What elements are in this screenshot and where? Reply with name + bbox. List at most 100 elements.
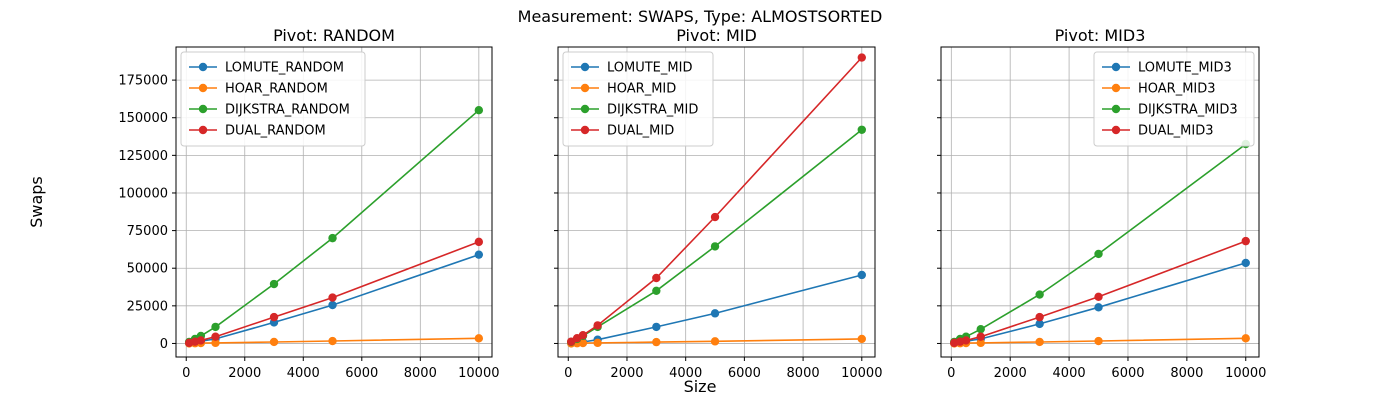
data-point (1035, 337, 1044, 347)
data-point (976, 324, 985, 334)
figure-ylabel: Swaps (27, 176, 46, 228)
data-point (1241, 236, 1250, 246)
data-point (976, 338, 985, 348)
series-hoar (950, 334, 1250, 348)
data-point (857, 270, 866, 280)
axes-frame (557, 46, 876, 358)
chart-title: Pivot: MID (676, 26, 757, 45)
legend-swatch-marker (198, 104, 208, 114)
data-point (211, 322, 220, 332)
x-tick-label: 0 (947, 366, 955, 381)
data-point (652, 286, 661, 295)
axes-frame (940, 46, 1260, 358)
legend: LOMUTE_MID HOAR_MID DIJKSTRA_MID DUAL_MID (562, 51, 714, 147)
data-point (1094, 336, 1103, 346)
data-point (710, 242, 720, 251)
legend-box (562, 51, 714, 147)
x-tick-label: 8000 (1170, 366, 1203, 381)
x-tick-label: 4000 (287, 366, 320, 381)
x-tick-label: 2000 (610, 366, 643, 381)
y-tick-label: 150000 (118, 111, 168, 126)
data-point (593, 321, 602, 330)
data-point (328, 336, 337, 346)
legend-swatch-marker (580, 125, 590, 135)
legend-label: DIJKSTRA_MID (607, 103, 698, 118)
series-line (953, 143, 1247, 343)
legend-swatch-marker (198, 62, 208, 72)
legend-label: DUAL_RANDOM (225, 124, 326, 139)
data-point (1094, 292, 1103, 302)
data-point (710, 337, 720, 346)
x-tick-label: 6000 (345, 366, 378, 381)
series-lomute (950, 258, 1250, 348)
legend-swatch-marker (198, 125, 208, 135)
legend-label: LOMUTE_MID (607, 61, 692, 76)
legend-box (1093, 51, 1255, 147)
x-tick-label: 10000 (1225, 366, 1266, 381)
data-point (211, 338, 220, 348)
data-point (211, 332, 220, 341)
legend-swatch-marker (1111, 62, 1121, 72)
data-point (710, 309, 720, 318)
data-point (578, 338, 588, 348)
data-point (269, 337, 279, 347)
y-tick-label: 50000 (127, 262, 168, 277)
data-point (474, 334, 484, 343)
x-tick-label: 4000 (1053, 366, 1086, 381)
legend-swatch-marker (580, 83, 590, 93)
data-point (857, 53, 866, 62)
figure-suptitle: Measurement: SWAPS, Type: ALMOSTSORTED (518, 7, 883, 26)
legend-label: HOAR_RANDOM (225, 82, 328, 97)
data-point (652, 273, 661, 283)
data-point (269, 312, 279, 322)
legend-label: LOMUTE_RANDOM (225, 61, 344, 76)
x-tick-label: 8000 (787, 366, 820, 381)
legend: LOMUTE_MID3 HOAR_MID3 DIJKSTRA_MID3 DUAL_MI… (1093, 51, 1255, 147)
x-tick-label: 2000 (994, 366, 1027, 381)
data-point (976, 332, 985, 341)
data-point (1241, 334, 1250, 343)
legend-swatch-marker (580, 62, 590, 72)
x-tick-label: 8000 (404, 366, 437, 381)
y-tick-label: 175000 (118, 74, 168, 89)
data-point (1035, 319, 1044, 329)
data-point (328, 293, 337, 302)
legend: LOMUTE_RANDOM HOAR_RANDOM DIJKSTRA_RANDOM D… (180, 51, 366, 147)
data-point (578, 330, 588, 340)
data-point (328, 233, 337, 243)
legend-label: HOAR_MID (607, 82, 676, 97)
chart-panel-2: Pivot: MID 0 2000 4000 6000 8000 10000 LOMUTE_M… (554, 26, 882, 381)
chart-panel-3: Pivot: MID3 0 2000 4000 6000 8000 10000 LOMUTE_… (937, 26, 1266, 381)
data-point (593, 338, 602, 348)
series-dijkstra (950, 139, 1250, 347)
data-point (857, 334, 866, 344)
legend-label: LOMUTE_MID3 (1138, 61, 1232, 76)
data-point (710, 212, 720, 222)
x-tick-label: 0 (564, 366, 572, 381)
data-point (1035, 290, 1044, 299)
data-point (474, 250, 484, 259)
legend-swatch-marker (580, 104, 590, 114)
legend-swatch-marker (1111, 125, 1121, 135)
data-point (857, 125, 866, 134)
series-lomute (567, 270, 866, 348)
x-tick-label: 0 (182, 366, 190, 381)
legend-label: DIJKSTRA_RANDOM (225, 103, 350, 118)
y-tick-label: 0 (160, 337, 168, 352)
series-line (189, 241, 480, 344)
data-point (1035, 312, 1044, 322)
data-point (1241, 258, 1250, 268)
data-point (474, 237, 484, 247)
axes-frame (175, 46, 493, 358)
legend-box (180, 51, 366, 147)
series-line (571, 274, 863, 344)
legend-label: HOAR_MID3 (1138, 82, 1216, 97)
figure-xlabel: Size (684, 377, 717, 396)
y-tick-label: 25000 (127, 299, 168, 314)
data-point (474, 106, 484, 115)
series-hoar (184, 334, 484, 348)
data-point (196, 336, 206, 345)
series-dual (567, 53, 866, 346)
